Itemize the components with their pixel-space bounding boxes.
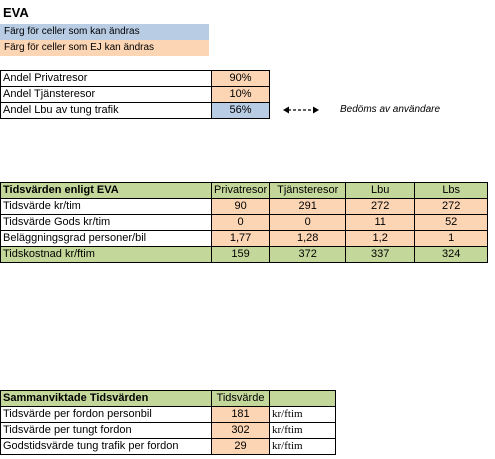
header-cell: Lbs	[414, 182, 489, 199]
cell-value: 272	[414, 198, 489, 215]
cell-value: 181	[211, 406, 270, 423]
header-cell: Privatresor	[210, 182, 271, 199]
share-value-tjansteresor: 10%	[211, 86, 270, 103]
user-assessed-note: Bedöms av användare	[340, 104, 441, 115]
cell-value: 291	[269, 198, 347, 215]
table-row: Tidsvärde per fordon personbil 181 kr/ft…	[0, 406, 336, 423]
cell-value: 29	[211, 438, 270, 455]
cell-value: 302	[211, 422, 270, 439]
table-row: Tidsvärde kr/tim 90 291 272 272	[0, 198, 489, 215]
row-label: Tidsvärde per tungt fordon	[0, 422, 212, 439]
share-value-privatresor: 90%	[211, 70, 270, 87]
share-row: Andel Privatresor 90%	[0, 70, 270, 87]
footer-value: 337	[345, 246, 416, 263]
cell-value: 52	[414, 214, 489, 231]
header-cell: Tjänsteresor	[269, 182, 347, 199]
header-cell: Sammanviktade Tidsvärden	[0, 390, 212, 407]
row-label: Tidsvärde per fordon personbil	[0, 406, 212, 423]
cell-value: 0	[210, 214, 271, 231]
share-label: Andel Lbu av tung trafik	[0, 102, 212, 119]
table-row: Tidsvärde per tungt fordon 302 kr/ftim	[0, 422, 336, 439]
table-row: Godstidsvärde tung trafik per fordon 29 …	[0, 438, 336, 455]
legend-editable: Färg för celler som kan ändras	[0, 24, 209, 40]
table-row: Beläggningsgrad personer/bil 1,77 1,28 1…	[0, 230, 489, 247]
table-row: Tidsvärde Gods kr/tim 0 0 11 52	[0, 214, 489, 231]
shares-table: Andel Privatresor 90% Andel Tjänsteresor…	[0, 70, 270, 119]
footer-value: 372	[269, 246, 347, 263]
header-cell: Tidsvärden enligt EVA	[0, 182, 212, 199]
row-label: Godstidsvärde tung trafik per fordon	[0, 438, 212, 455]
cell-value: 1	[414, 230, 489, 247]
cell-value: 1,77	[210, 230, 271, 247]
unit-cell: kr/ftim	[269, 406, 336, 423]
cell-value: 90	[210, 198, 271, 215]
cell-value: 0	[269, 214, 347, 231]
share-label: Andel Tjänsteresor	[0, 86, 212, 103]
table-footer-row: Tidskostnad kr/ftim 159 372 337 324	[0, 246, 489, 263]
cell-value: 1,2	[345, 230, 416, 247]
table-header-row: Tidsvärden enligt EVA Privatresor Tjänst…	[0, 182, 489, 199]
sheet-title: EVA	[3, 5, 29, 20]
share-label: Andel Privatresor	[0, 70, 212, 87]
tidsvarden-table: Tidsvärden enligt EVA Privatresor Tjänst…	[0, 182, 489, 263]
header-cell: Lbu	[345, 182, 416, 199]
cell-value: 11	[345, 214, 416, 231]
cell-value: 1,28	[269, 230, 347, 247]
share-row: Andel Tjänsteresor 10%	[0, 86, 270, 103]
table-header-row: Sammanviktade Tidsvärden Tidsvärde	[0, 390, 336, 407]
share-row: Andel Lbu av tung trafik 56%	[0, 102, 270, 119]
legend-not-editable: Färg för celler som EJ kan ändras	[0, 40, 209, 56]
share-value-lbu-input[interactable]: 56%	[211, 102, 270, 119]
row-label: Beläggningsgrad personer/bil	[0, 230, 212, 247]
unit-cell: kr/ftim	[269, 422, 336, 439]
double-arrow-icon	[283, 106, 319, 114]
footer-value: 159	[210, 246, 271, 263]
header-cell: Tidsvärde	[211, 390, 270, 407]
row-label: Tidsvärde Gods kr/tim	[0, 214, 212, 231]
sammanviktade-table: Sammanviktade Tidsvärden Tidsvärde Tidsv…	[0, 390, 336, 455]
cell-value: 272	[345, 198, 416, 215]
header-cell	[269, 390, 336, 407]
row-label: Tidsvärde kr/tim	[0, 198, 212, 215]
footer-label: Tidskostnad kr/ftim	[0, 246, 212, 263]
unit-cell: kr/ftim	[269, 438, 336, 455]
footer-value: 324	[414, 246, 489, 263]
